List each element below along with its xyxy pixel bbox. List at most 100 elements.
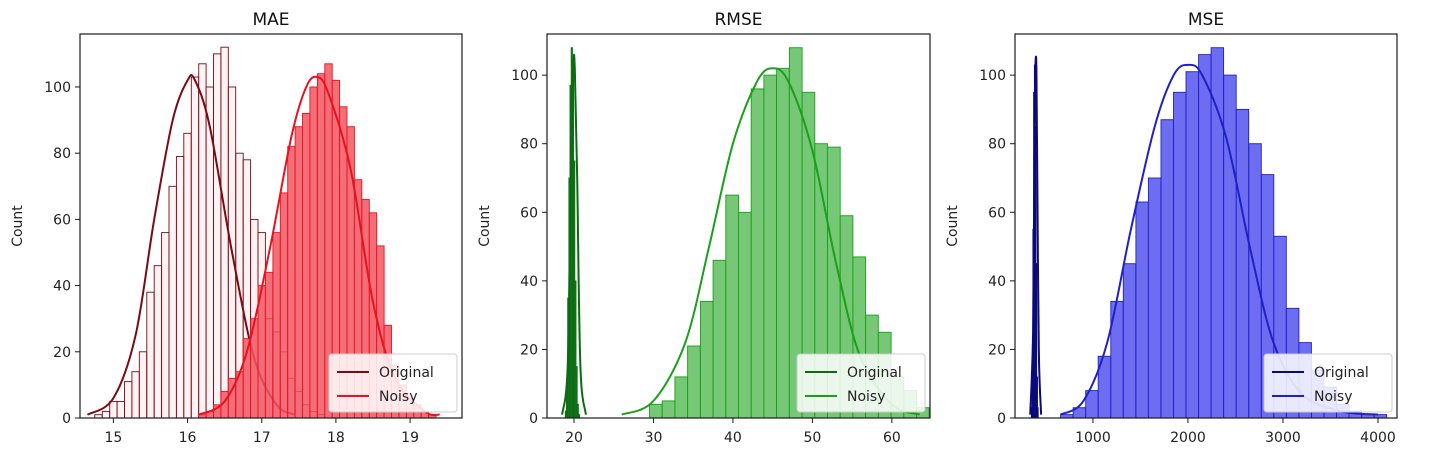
y-tick-label: 80	[53, 146, 71, 162]
bar-original	[138, 351, 148, 418]
x-tick-label: 30	[645, 430, 663, 446]
bar-original	[116, 400, 125, 418]
y-axis-label: Count	[945, 205, 961, 247]
bar-noisy	[1223, 74, 1237, 418]
chart-title: MSE	[1188, 10, 1224, 30]
bar-original	[124, 381, 133, 418]
x-tick-label: 3000	[1265, 430, 1301, 446]
bar-original	[213, 53, 222, 418]
y-tick-label: 100	[511, 68, 538, 84]
x-tick-label: 16	[179, 430, 197, 446]
y-tick-label: 0	[997, 411, 1006, 427]
bar-original	[190, 76, 200, 418]
bar-noisy	[294, 126, 303, 418]
legend: Original Noisy	[328, 353, 458, 413]
y-tick-label: 100	[44, 80, 71, 96]
y-tick-label: 20	[520, 342, 538, 358]
chart-title: MAE	[252, 10, 289, 30]
y-tick-label: 60	[53, 212, 71, 228]
bar-noisy	[1210, 47, 1225, 418]
y-tick-label: 40	[53, 279, 71, 295]
legend-label-original: Original	[379, 365, 434, 381]
bar-original	[574, 280, 577, 418]
series-original	[1029, 55, 1043, 418]
x-tick-label: 18	[327, 430, 345, 446]
y-tick-label: 60	[988, 205, 1006, 221]
bar-noisy	[302, 112, 311, 418]
x-tick-label: 20	[565, 430, 583, 446]
x-tick-label: 4000	[1360, 430, 1396, 446]
kde-line-noisy	[621, 67, 921, 416]
x-tick-label: 15	[104, 430, 122, 446]
bar-original	[153, 265, 163, 418]
y-tick-label: 60	[520, 205, 538, 221]
bar-original	[198, 63, 207, 418]
y-tick-label: 40	[988, 274, 1006, 290]
x-tick-label: 19	[401, 430, 419, 446]
bar-noisy	[661, 400, 676, 418]
legend-box	[796, 353, 926, 413]
legend-label-noisy: Noisy	[379, 389, 418, 405]
bar-noisy	[1248, 143, 1262, 418]
x-tick-label: 1000	[1075, 430, 1111, 446]
bar-original	[1035, 263, 1038, 418]
bar-noisy	[1185, 71, 1199, 418]
bar-noisy	[1373, 414, 1388, 418]
y-axis-label: Count	[10, 205, 26, 247]
bar-noisy	[1122, 263, 1137, 418]
bar-original	[131, 371, 140, 418]
chart-panel-rmse: 20 30 40 50 60 0 20 40 60 80 100 RMSE Count Original N…	[477, 10, 931, 446]
kde-line-original	[561, 53, 587, 415]
axes-frame	[546, 33, 931, 419]
y-tick-label: 0	[62, 411, 71, 427]
bar-original	[146, 291, 155, 418]
legend: Original Noisy	[1263, 353, 1393, 413]
y-tick-label: 40	[520, 274, 538, 290]
y-tick-label: 80	[988, 137, 1006, 153]
bar-original	[183, 132, 192, 418]
bar-noisy	[725, 194, 739, 418]
legend-label-original: Original	[847, 365, 902, 381]
y-tick-label: 100	[979, 68, 1006, 84]
bar-original	[175, 156, 185, 418]
bar-original	[101, 410, 111, 418]
bar-noisy	[287, 146, 296, 418]
y-tick-label: 80	[520, 137, 538, 153]
legend-box	[328, 353, 458, 413]
bar-noisy	[1135, 201, 1149, 418]
bar-noisy	[309, 86, 318, 418]
legend-label-original: Original	[1314, 365, 1369, 381]
bar-noisy	[750, 88, 765, 418]
chart-title: RMSE	[714, 10, 762, 30]
bar-noisy	[738, 211, 752, 418]
bar-original	[577, 414, 581, 418]
axes-frame	[1014, 33, 1398, 419]
bar-noisy	[1235, 108, 1250, 418]
y-tick-label: 20	[53, 345, 71, 361]
kde-line-original	[1029, 55, 1043, 415]
bar-noisy	[1198, 54, 1212, 418]
x-tick-label: 60	[883, 430, 901, 446]
bar-noisy	[316, 73, 326, 418]
bar-noisy	[1173, 91, 1187, 418]
axes-frame	[79, 33, 463, 419]
bar-original	[109, 400, 118, 418]
y-tick-label: 0	[529, 411, 538, 427]
bar-original	[1036, 407, 1039, 418]
x-tick-label: 17	[253, 430, 271, 446]
bar-noisy	[928, 410, 930, 418]
bar-noisy	[1147, 177, 1162, 418]
legend-label-noisy: Noisy	[847, 389, 886, 405]
legend-box	[1263, 353, 1393, 413]
legend-label-noisy: Noisy	[1314, 389, 1353, 405]
bar-original	[220, 46, 229, 418]
chart-panel-mse: 1000 2000 3000 4000 0 20 40 60 80 100 MSE Count Orig…	[945, 10, 1398, 446]
y-axis-label: Count	[477, 205, 493, 247]
series-original	[561, 47, 587, 418]
bar-noisy	[272, 232, 281, 418]
legend: Original Noisy	[796, 353, 926, 413]
bar-original	[575, 366, 578, 418]
bar-original	[168, 185, 177, 418]
bar-noisy	[763, 74, 778, 418]
